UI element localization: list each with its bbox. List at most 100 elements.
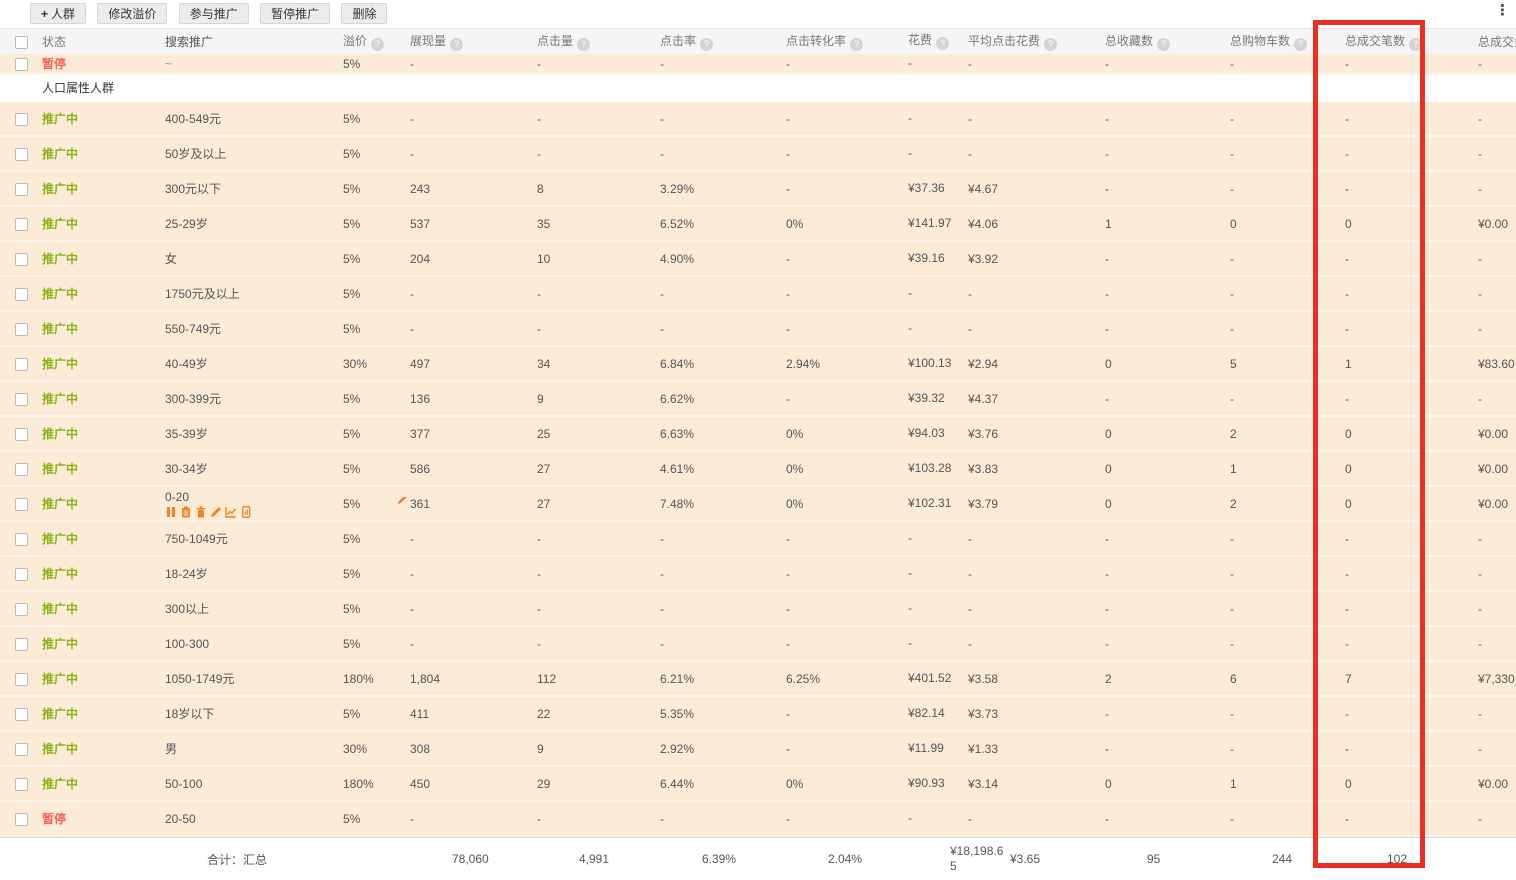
cell-avg-cpc: ¥3.73 bbox=[968, 706, 999, 721]
cell-impressions: - bbox=[410, 566, 414, 581]
cell-cost: ¥401.52 bbox=[908, 671, 952, 685]
cell-impressions: 497 bbox=[410, 356, 431, 371]
cell-conversion-rate: 2.04% bbox=[828, 852, 863, 866]
section-header: 人口属性人群 bbox=[0, 75, 1516, 102]
cell-total-favorites: 1 bbox=[1105, 216, 1112, 231]
cell-impressions: - bbox=[410, 811, 414, 826]
cell-total-carts: - bbox=[1230, 391, 1234, 406]
row-checkbox[interactable] bbox=[15, 112, 28, 126]
clipboard-icon[interactable] bbox=[180, 506, 192, 518]
status-badge: 推广中 bbox=[42, 217, 79, 231]
help-icon[interactable]: ? bbox=[850, 38, 864, 51]
row-checkbox[interactable] bbox=[15, 742, 28, 756]
cell-ctr: - bbox=[660, 601, 664, 616]
cell-ctr: 3.29% bbox=[660, 181, 695, 196]
row-checkbox[interactable] bbox=[15, 812, 28, 826]
modify-premium-button[interactable]: 修改溢价 bbox=[97, 3, 168, 24]
cell-total-carts: - bbox=[1230, 706, 1234, 721]
crowd-name: 40-49岁 bbox=[165, 357, 208, 371]
pause-promotion-button[interactable]: 暂停推广 bbox=[260, 3, 331, 24]
cell-impressions: 586 bbox=[410, 461, 431, 476]
crowd-name: 30-34岁 bbox=[165, 462, 208, 476]
cell-impressions: 204 bbox=[410, 251, 431, 266]
row-checkbox[interactable] bbox=[15, 672, 28, 686]
help-icon[interactable]: ? bbox=[1044, 38, 1058, 51]
cell-total-favorites: 0 bbox=[1105, 776, 1112, 791]
cell-conversion-rate: 0% bbox=[786, 461, 804, 476]
cell-avg-cpc: ¥4.06 bbox=[968, 216, 999, 231]
row-checkbox[interactable] bbox=[15, 357, 28, 371]
help-icon[interactable]: ? bbox=[577, 38, 591, 51]
add-crowd-button[interactable]: + 人群 bbox=[30, 3, 87, 24]
edit-pencil-icon[interactable] bbox=[210, 506, 222, 518]
help-icon[interactable]: ? bbox=[1409, 38, 1423, 51]
row-checkbox[interactable] bbox=[15, 497, 28, 511]
cell-impressions: - bbox=[410, 146, 414, 161]
cell-total-favorites: - bbox=[1105, 531, 1109, 546]
column-header-status: 状态 bbox=[42, 35, 67, 49]
edit-premium-pencil-icon[interactable] bbox=[397, 496, 408, 505]
row-checkbox[interactable] bbox=[15, 567, 28, 581]
cell-premium: 5% bbox=[343, 286, 361, 301]
cell-impressions: 377 bbox=[410, 426, 431, 441]
cell-total-carts: - bbox=[1230, 531, 1234, 546]
row-checkbox[interactable] bbox=[15, 532, 28, 546]
cell-ctr: - bbox=[660, 56, 664, 71]
crowd-name: 300以上 bbox=[165, 602, 210, 616]
row-checkbox[interactable] bbox=[15, 252, 28, 266]
table-row: 推广中 18岁以下 5% 411 22 5.35% - ¥82.14 ¥3.73… bbox=[0, 697, 1516, 732]
select-all-checkbox[interactable] bbox=[15, 35, 28, 49]
cell-ctr: - bbox=[660, 321, 664, 336]
cell-cost: ¥94.03 bbox=[908, 426, 945, 440]
row-checkbox[interactable] bbox=[15, 462, 28, 476]
cell-total-carts: - bbox=[1230, 321, 1234, 336]
row-checkbox[interactable] bbox=[15, 182, 28, 196]
cell-cost: ¥141.97 bbox=[908, 216, 952, 230]
cell-cost: - bbox=[908, 146, 912, 160]
pause-icon[interactable] bbox=[165, 506, 177, 518]
row-checkbox[interactable] bbox=[15, 57, 28, 71]
crowd-name-cell: 100-300 bbox=[165, 636, 343, 651]
table-row: 推广中 0-20 5% 361 27 7.48% 0% ¥102.31 ¥3.7… bbox=[0, 487, 1516, 522]
crowd-name: 1050-1749元 bbox=[165, 672, 235, 686]
help-icon[interactable]: ? bbox=[700, 38, 714, 51]
row-checkbox[interactable] bbox=[15, 287, 28, 301]
trash-icon[interactable] bbox=[195, 506, 207, 518]
join-promotion-button[interactable]: 参与推广 bbox=[178, 3, 249, 24]
row-checkbox[interactable] bbox=[15, 777, 28, 791]
row-checkbox[interactable] bbox=[15, 392, 28, 406]
row-checkbox[interactable] bbox=[15, 707, 28, 721]
row-checkbox[interactable] bbox=[15, 217, 28, 231]
cell-clicks: 22 bbox=[537, 706, 551, 721]
cell-conversion-rate: 0% bbox=[786, 776, 804, 791]
table-row: 推广中 400-549元 5% - - - - - - - - - - bbox=[0, 102, 1516, 137]
help-icon[interactable]: ? bbox=[1157, 38, 1171, 51]
cell-conversion-rate: - bbox=[786, 741, 790, 756]
help-icon[interactable]: ? bbox=[1294, 38, 1308, 51]
more-options-icon[interactable]: ⋮ bbox=[1495, 2, 1510, 19]
cell-premium: 5% bbox=[343, 111, 361, 126]
help-icon[interactable]: ? bbox=[450, 38, 464, 51]
table-body: 暂停 ~ 5% - - - - - - - - - - 人口属性人群 推广中 4… bbox=[0, 54, 1516, 880]
chart-icon[interactable] bbox=[225, 506, 237, 518]
cell-premium: 5% bbox=[343, 811, 361, 826]
cell-total-favorites: 0 bbox=[1105, 461, 1112, 476]
row-checkbox[interactable] bbox=[15, 602, 28, 616]
cell-total-favorites: - bbox=[1105, 391, 1109, 406]
row-checkbox[interactable] bbox=[15, 322, 28, 336]
status-badge: 推广中 bbox=[42, 497, 79, 511]
help-icon[interactable]: ? bbox=[371, 38, 385, 51]
crowd-name: 18岁以下 bbox=[165, 707, 215, 721]
row-checkbox[interactable] bbox=[15, 637, 28, 651]
cell-premium: 5% bbox=[343, 146, 361, 161]
column-header-total-deals: 总成交笔数? bbox=[1345, 32, 1470, 51]
row-checkbox[interactable] bbox=[15, 427, 28, 441]
cell-total-deals: - bbox=[1345, 531, 1349, 546]
help-icon[interactable]: ? bbox=[936, 37, 950, 50]
delete-button[interactable]: 删除 bbox=[341, 3, 388, 24]
mobile-report-icon[interactable] bbox=[240, 506, 252, 518]
cell-impressions: 537 bbox=[410, 216, 431, 231]
cell-cost: - bbox=[908, 111, 912, 125]
cell-total-deals: - bbox=[1345, 286, 1349, 301]
row-checkbox[interactable] bbox=[15, 147, 28, 161]
